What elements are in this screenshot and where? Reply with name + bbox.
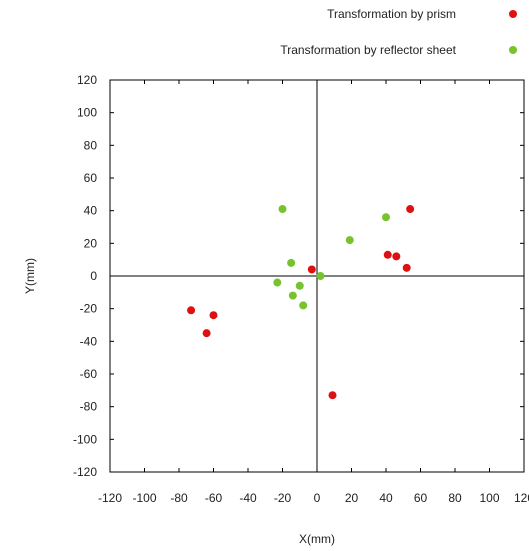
data-point — [278, 205, 287, 214]
data-point — [382, 213, 390, 222]
x-tick-label: 80 — [448, 491, 462, 505]
data-point — [299, 301, 308, 310]
data-point — [328, 391, 337, 400]
data-point — [295, 281, 304, 290]
x-tick-label: 60 — [414, 491, 428, 505]
data-point — [287, 258, 296, 267]
legend-marker-reflector-sheet — [509, 46, 517, 54]
data-point — [383, 250, 392, 259]
data-point — [288, 291, 297, 300]
data-points — [187, 205, 415, 400]
series-reflector-sheet — [273, 205, 390, 310]
data-point — [209, 311, 218, 320]
x-tick-label: 20 — [345, 491, 359, 505]
y-tick-label: -40 — [80, 334, 98, 348]
legend-marker-prism — [509, 10, 517, 18]
data-point — [307, 265, 316, 274]
x-tick-label: 120 — [514, 491, 529, 505]
y-tick-label: 20 — [84, 236, 98, 250]
series-prism — [187, 205, 415, 400]
y-tick-label: 80 — [84, 138, 98, 152]
data-point — [273, 278, 282, 287]
data-point — [187, 306, 196, 315]
y-tick-label: 60 — [84, 171, 98, 185]
y-tick-label: -100 — [73, 432, 97, 446]
y-tick-label: 0 — [90, 269, 97, 283]
legend-label-reflector-sheet: Transformation by reflector sheet — [280, 43, 456, 57]
y-tick-label: 40 — [84, 204, 98, 218]
data-point — [406, 205, 415, 214]
y-tick-label: -80 — [80, 400, 98, 414]
legend: Transformation by prism Transformation b… — [280, 7, 517, 57]
x-tick-labels: -120 -100 -80 -60 -40 -20 0 20 40 60 80 100 120 — [98, 491, 529, 505]
x-tick-label: 40 — [379, 491, 393, 505]
y-tick-label: -20 — [80, 302, 98, 316]
data-point — [392, 252, 401, 261]
x-axis-title: X(mm) — [299, 532, 335, 546]
data-point — [402, 263, 411, 272]
x-tick-label: -40 — [239, 491, 257, 505]
x-tick-label: 100 — [479, 491, 499, 505]
x-tick-label: -80 — [170, 491, 188, 505]
x-tick-label: -20 — [274, 491, 292, 505]
y-tick-label: -60 — [80, 367, 98, 381]
y-tick-label: -120 — [73, 465, 97, 479]
y-tick-labels: -120 -100 -80 -60 -40 -20 0 20 40 60 80 100 120 — [73, 73, 97, 479]
x-tick-label: -60 — [205, 491, 223, 505]
legend-item-prism: Transformation by prism — [327, 7, 517, 21]
x-tick-label: 0 — [314, 491, 321, 505]
y-axis-title: Y(mm) — [23, 258, 37, 294]
y-tick-label: 100 — [77, 106, 97, 120]
x-tick-label: -100 — [132, 491, 156, 505]
y-tick-label: 120 — [77, 73, 97, 87]
data-point — [316, 272, 325, 280]
x-tick-label: -120 — [98, 491, 122, 505]
legend-item-reflector-sheet: Transformation by reflector sheet — [280, 43, 517, 57]
data-point — [202, 329, 211, 338]
legend-label-prism: Transformation by prism — [327, 7, 456, 21]
data-point — [345, 236, 354, 245]
